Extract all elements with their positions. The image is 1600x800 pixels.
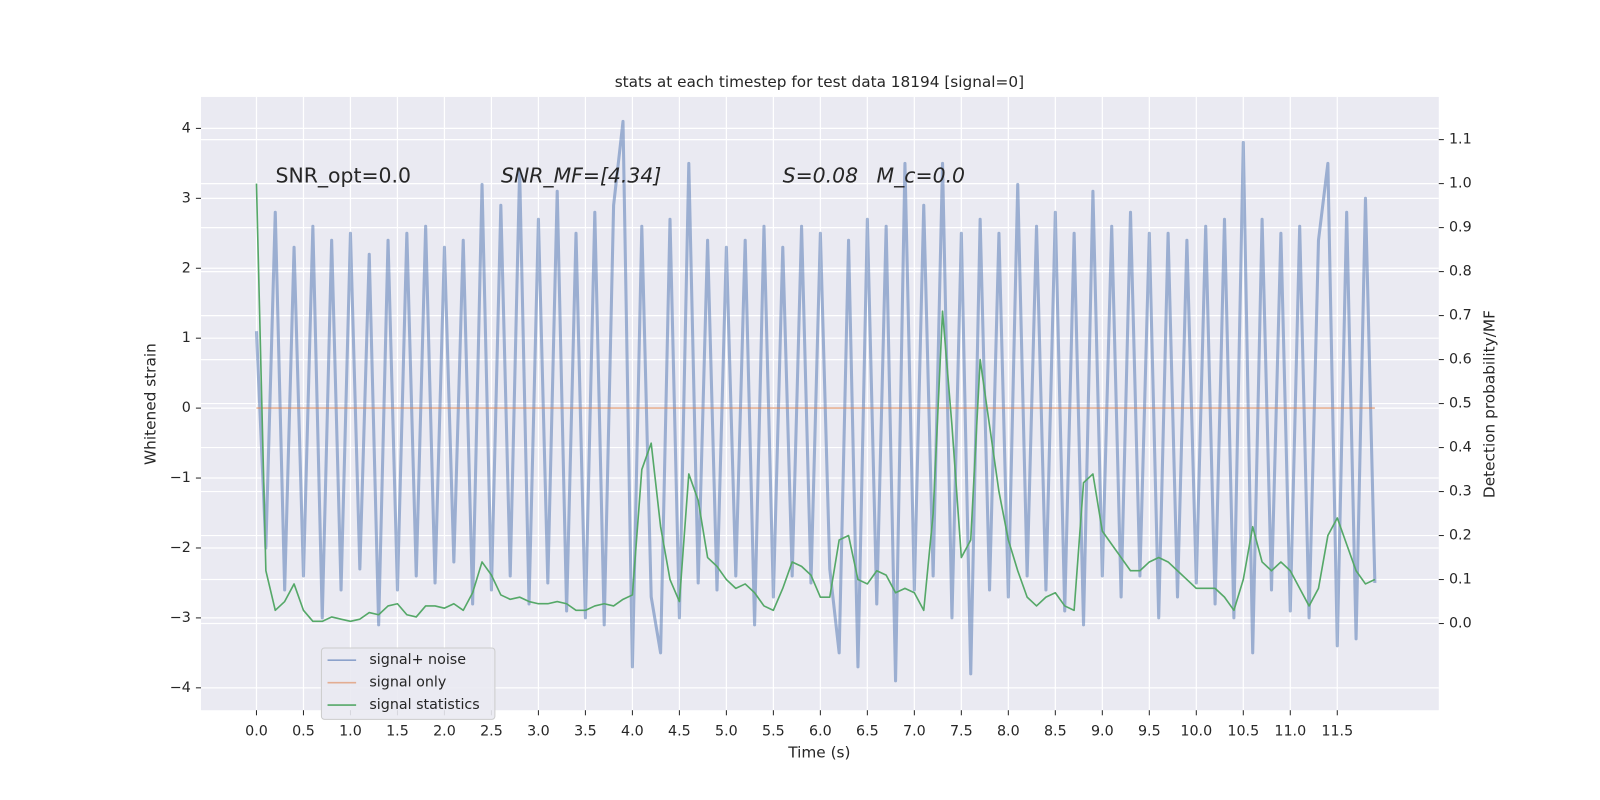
y2-tick-label: 0.6 [1449,352,1472,368]
y-tick-label: 4 [182,120,191,136]
legend-label: signal statistics [369,697,479,713]
x-tick-label: 9.0 [1091,724,1114,740]
x-tick-label: 1.0 [339,724,362,740]
x-tick-label: 1.5 [386,724,409,740]
y-tick-label: −4 [170,680,191,696]
y2-tick-label: 0.4 [1449,440,1472,456]
annotation: S=0.08 [783,164,858,188]
legend-label: signal only [369,675,446,691]
x-tick-label: 11.0 [1274,724,1306,740]
x-tick-label: 10.5 [1227,724,1259,740]
y2-tick-label: 0.3 [1449,484,1472,500]
annotations: SNR_opt=0.0 SNR_MF=[4.34] S=0.08 M_c=0.0 [276,164,966,189]
x-tick-label: 7.0 [903,724,926,740]
y2-tick-label: 0.9 [1449,220,1472,236]
x-tick-label: 0.0 [245,724,268,740]
chart-title: stats at each timestep for test data 181… [615,73,1024,91]
x-tick-label: 10.0 [1180,724,1212,740]
annotation: M_c=0.0 [877,164,966,189]
x-tick-label: 8.0 [997,724,1020,740]
x-tick-label: 0.5 [292,724,315,740]
marks [254,119,1377,683]
x-tick-label: 2.5 [480,724,503,740]
y-tick-label: 1 [182,330,191,346]
y-tick-label: −3 [170,610,191,626]
series-line [255,183,1376,623]
legend-label: signal+ noise [369,652,466,668]
annotation: SNR_MF=[4.34] [501,164,661,189]
y2-tick-label: 0.8 [1449,264,1472,280]
x-tick-label: 5.5 [762,724,785,740]
y2-tick-label: 0.1 [1449,572,1472,588]
y2-axis-label: Detection probability/MF [1480,310,1498,498]
x-tick-label: 3.5 [574,724,597,740]
y-tick-label: 2 [182,260,191,276]
y-tick-label: −2 [170,540,191,556]
x-tick-label: 6.0 [809,724,832,740]
annotation: SNR_opt=0.0 [276,164,412,189]
legend: signal+ noise signal only signal statistic… [320,647,496,720]
y-tick-label: 0 [182,400,191,416]
y2-tick-label: 1.0 [1449,176,1472,192]
x-tick-label: 9.5 [1138,724,1161,740]
legend-box [320,647,496,720]
x-tick-label: 3.0 [527,724,550,740]
y2-tick-label: 0.5 [1449,396,1472,412]
x-tick-label: 8.5 [1044,724,1067,740]
y2-tick-label: 0.0 [1449,616,1472,632]
x-axis-label: Time (s) [787,744,850,762]
y-axis-label: Whitened strain [142,343,160,465]
y2-tick-label: 1.1 [1449,132,1472,148]
x-tick-label: 5.0 [715,724,738,740]
y-tick-label: 3 [182,190,191,206]
x-tick-label: 7.5 [950,724,973,740]
x-tick-label: 6.5 [856,724,879,740]
y2-tick-label: 0.7 [1449,308,1472,324]
x-tick-label: 2.0 [433,724,456,740]
y-tick-label: −1 [170,470,191,486]
y2-tick-label: 0.2 [1449,528,1472,544]
x-tick-label: 4.5 [668,724,691,740]
x-tick-label: 11.5 [1321,724,1353,740]
x-tick-label: 4.0 [621,724,644,740]
